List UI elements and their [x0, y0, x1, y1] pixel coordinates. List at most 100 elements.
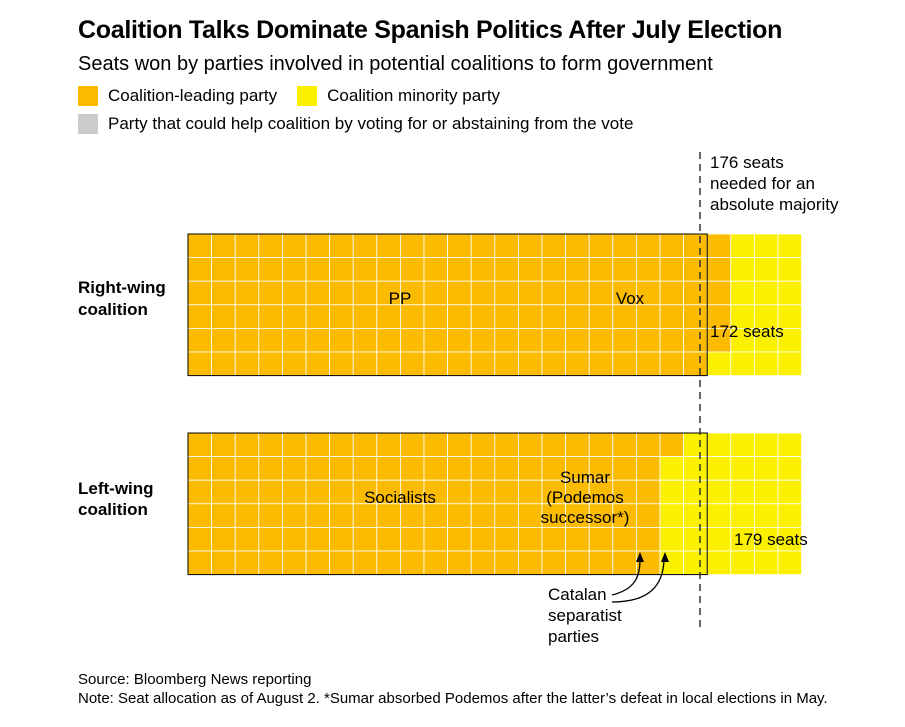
seat-cell-left-party-0	[305, 432, 331, 458]
seat-cell-left-party-0	[636, 479, 661, 505]
seat-cell-right-party-0	[494, 233, 519, 259]
seat-cell-left-party-0	[494, 432, 519, 458]
seat-cell-left-party-1	[754, 503, 779, 528]
seat-cell-right-party-0	[187, 280, 213, 306]
seat-cell-right-party-0	[352, 351, 378, 377]
seat-cell-right-party-0	[305, 233, 331, 259]
seat-cell-left-party-0	[234, 503, 260, 528]
seat-cell-left-party-2	[777, 479, 803, 505]
seat-cell-left-party-0	[518, 479, 543, 505]
seat-cell-left-party-1	[730, 503, 755, 528]
party-label-sumar-1: Sumar	[560, 468, 610, 487]
seat-cell-left-party-0	[305, 479, 331, 505]
chart-title: Coalition Talks Dominate Spanish Politic…	[78, 16, 783, 44]
seat-cell-right-party-0	[706, 257, 732, 282]
seat-cell-right-party-0	[399, 351, 425, 377]
seat-cell-right-party-0	[518, 257, 543, 282]
seat-cell-right-party-0	[706, 233, 732, 259]
seat-cell-left-party-0	[376, 503, 401, 528]
seat-cell-right-party-0	[470, 304, 496, 329]
seat-cell-left-party-0	[494, 479, 519, 505]
seat-cell-left-party-1	[777, 456, 803, 481]
legend-label-helper: Party that could help coalition by votin…	[108, 114, 634, 133]
seat-cell-left-party-0	[447, 479, 472, 505]
seat-cell-right-party-0	[211, 304, 236, 329]
row-label-right-1: Right-wing	[78, 278, 166, 297]
seat-cell-right-party-0	[329, 351, 354, 377]
seat-cell-right-party-0	[588, 327, 614, 353]
seat-cell-right-party-0	[376, 257, 401, 282]
seat-cell-left-party-0	[518, 503, 543, 528]
seat-cell-left-party-0	[399, 432, 425, 458]
legend-item-minority: Coalition minority party	[297, 86, 500, 106]
majority-label-line-3: absolute majority	[710, 195, 839, 214]
seat-cell-right-party-0	[612, 327, 637, 353]
seat-cell-left-party-1	[706, 503, 732, 528]
seat-cell-left-party-0	[258, 479, 283, 505]
seat-cell-right-party-0	[636, 327, 661, 353]
seat-cell-right-party-1	[730, 257, 755, 282]
seat-cell-right-party-0	[211, 351, 236, 377]
seat-cell-right-party-0	[234, 304, 260, 329]
seat-cell-right-party-0	[305, 351, 331, 377]
row-label-right-2: coalition	[78, 300, 148, 319]
seat-cell-left-party-1	[754, 550, 779, 576]
seat-cell-left-party-0	[211, 456, 236, 481]
majority-label-line-1: 176 seats	[710, 153, 784, 172]
seat-cell-left-party-0	[187, 456, 213, 481]
seat-cell-left-party-0	[636, 456, 661, 481]
seat-cell-right-party-0	[234, 351, 260, 377]
seat-cell-right-party-0	[588, 280, 614, 306]
seat-cell-right-party-0	[234, 233, 260, 259]
seat-cell-left-party-0	[470, 503, 496, 528]
seat-cell-left-party-1	[730, 479, 755, 505]
legend-item-helper: Party that could help coalition by votin…	[78, 114, 633, 134]
seat-cell-right-party-0	[494, 351, 519, 377]
seat-cell-left-party-0	[376, 432, 401, 458]
seat-cell-left-party-0	[423, 550, 449, 576]
seat-cell-left-party-1	[706, 479, 732, 505]
seat-cell-right-party-0	[470, 327, 496, 353]
party-label-vox: Vox	[616, 289, 645, 308]
seat-cell-right-party-0	[683, 280, 708, 306]
seat-cell-left-party-0	[565, 432, 590, 458]
seat-cell-left-party-1	[683, 550, 708, 576]
seat-cell-right-party-0	[329, 257, 354, 282]
seat-cell-right-party-0	[612, 257, 637, 282]
coalition-frame-left	[187, 432, 708, 576]
seat-cell-right-party-1	[730, 351, 755, 377]
seat-cell-left-party-0	[565, 527, 590, 552]
seat-cell-left-party-1	[777, 432, 803, 458]
seat-cell-left-party-0	[187, 503, 213, 528]
seat-cell-right-party-0	[305, 280, 331, 306]
seat-cell-left-party-0	[329, 527, 354, 552]
seat-cell-right-party-0	[683, 304, 708, 329]
seat-cell-right-party-0	[258, 233, 283, 259]
seat-cell-left-party-0	[376, 456, 401, 481]
annotation-arrowhead-2	[661, 552, 669, 562]
seat-cell-right-party-0	[329, 233, 354, 259]
seat-cell-left-party-0	[258, 432, 283, 458]
seat-cell-right-party-0	[258, 304, 283, 329]
footer-note: Note: Seat allocation as of August 2. *S…	[78, 690, 828, 707]
seat-cell-left-party-0	[518, 432, 543, 458]
seat-cell-right-party-0	[659, 257, 685, 282]
seat-cell-right-party-0	[518, 351, 543, 377]
seat-cell-left-party-0	[636, 432, 661, 458]
seat-cell-left-party-2	[777, 503, 803, 528]
seat-cell-right-party-0	[258, 280, 283, 306]
seat-cell-left-party-0	[494, 503, 519, 528]
seat-cell-left-party-0	[399, 503, 425, 528]
seat-cell-left-party-0	[258, 456, 283, 481]
seat-cell-right-party-0	[494, 280, 519, 306]
seat-cell-left-party-1	[683, 527, 708, 552]
seat-cell-left-party-0	[258, 550, 283, 576]
seat-cell-right-party-0	[683, 233, 708, 259]
seat-cell-left-party-0	[305, 527, 331, 552]
seat-cell-right-party-0	[305, 257, 331, 282]
seat-cell-left-party-0	[399, 527, 425, 552]
seat-cell-left-party-1	[706, 432, 732, 458]
seat-cell-left-party-0	[234, 456, 260, 481]
seat-cell-right-party-0	[447, 351, 472, 377]
